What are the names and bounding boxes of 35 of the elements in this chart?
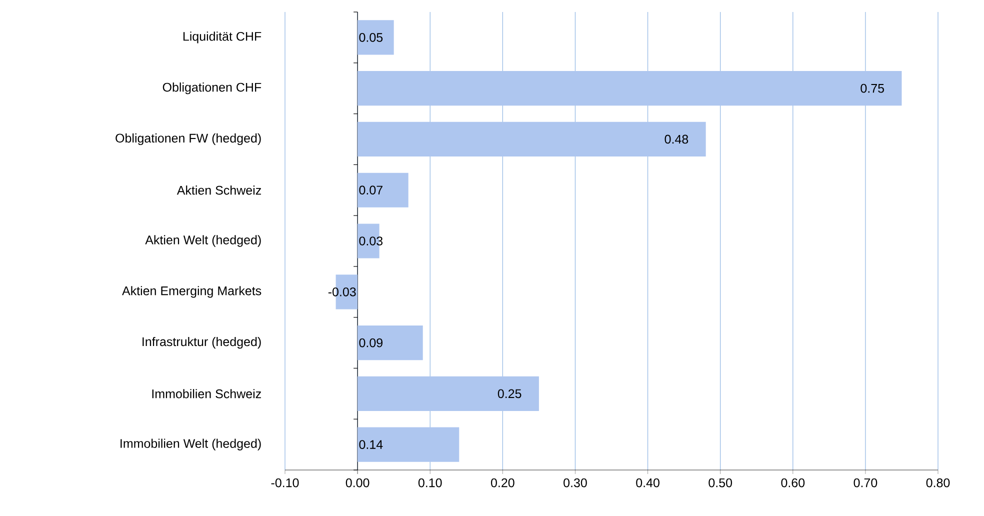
bar xyxy=(358,20,394,55)
x-tick-label: 0.50 xyxy=(708,478,732,488)
data-label: 0.75 xyxy=(860,84,884,93)
y-tick-label: Immobilien Schweiz xyxy=(152,389,261,398)
x-tick-label: 0.00 xyxy=(346,478,370,488)
y-tick-label: Obligationen FW (hedged) xyxy=(116,133,261,146)
x-tick-label: 0.10 xyxy=(418,478,442,488)
data-label: 0.03 xyxy=(359,236,383,246)
y-tick-label: Liquidität CHF xyxy=(183,32,262,44)
data-label: 0.25 xyxy=(498,389,522,398)
data-label: 0.48 xyxy=(664,134,688,144)
data-label: 0.05 xyxy=(359,33,383,42)
x-tick-label: -0.10 xyxy=(271,478,299,488)
data-label: 0.07 xyxy=(359,186,382,195)
y-tick-label: Aktien Emerging Markets xyxy=(122,286,262,298)
y-tick-label: Aktien Schweiz xyxy=(176,186,261,195)
y-tick-label: Aktien Welt (hedged) xyxy=(145,235,261,247)
data-label: 0.09 xyxy=(359,338,382,348)
x-tick-label: 0.20 xyxy=(490,478,514,488)
y-tick-label: Immobilien Welt (hedged) xyxy=(120,438,261,450)
bar xyxy=(358,427,460,462)
x-tick-label: 0.70 xyxy=(854,478,878,488)
data-label: -0.03 xyxy=(328,287,356,296)
bar xyxy=(358,376,539,411)
y-tick-label: Obligationen CHF xyxy=(162,82,262,94)
y-tick-label: Infrastruktur (hedged) xyxy=(142,336,261,349)
x-tick-label: 0.60 xyxy=(781,478,805,488)
bar xyxy=(358,71,902,106)
bar xyxy=(358,122,706,157)
data-label: 0.14 xyxy=(359,440,383,449)
bar xyxy=(358,325,423,360)
x-tick-label: 0.30 xyxy=(564,478,587,488)
bar xyxy=(358,172,408,208)
x-tick-label: 0.40 xyxy=(636,478,660,488)
x-tick-label: 0.80 xyxy=(926,478,950,488)
